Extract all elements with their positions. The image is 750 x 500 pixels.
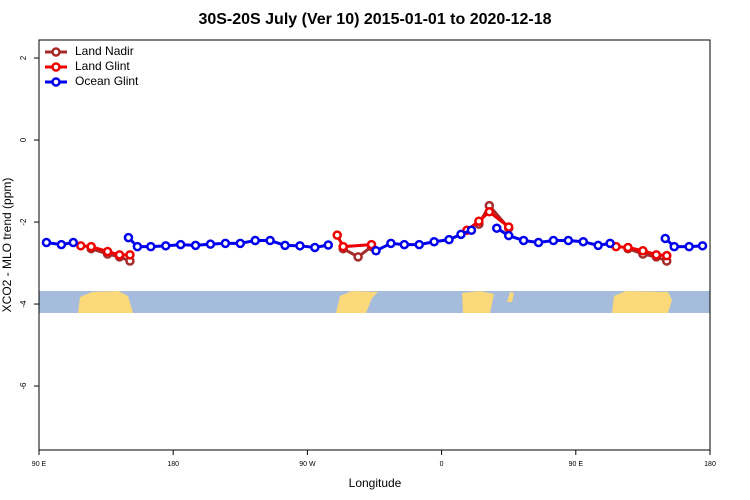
- legend-label: Ocean Glint: [75, 74, 139, 88]
- data-point: [56, 239, 67, 250]
- data-point: [593, 240, 603, 251]
- data-point: [548, 235, 559, 246]
- data-point: [623, 242, 633, 253]
- data-point: [533, 237, 544, 248]
- y-tick-label: -6: [19, 382, 28, 390]
- x-tick-label: 0: [440, 461, 444, 468]
- data-point: [125, 250, 135, 260]
- data-point: [86, 241, 96, 252]
- data-point: [578, 236, 589, 247]
- data-point: [518, 235, 529, 246]
- x-tick-label: 90 E: [32, 461, 47, 468]
- data-point: [250, 235, 260, 246]
- data-point: [651, 250, 662, 260]
- data-point: [697, 241, 708, 251]
- x-tick-label: 180: [704, 461, 716, 468]
- data-point: [295, 241, 305, 251]
- data-point: [190, 240, 201, 251]
- x-axis-label: Longitude: [349, 476, 402, 490]
- x-tick-label: 90 E: [569, 461, 584, 468]
- data-point: [310, 242, 320, 253]
- data-point: [399, 239, 410, 250]
- data-point: [444, 234, 454, 245]
- data-point: [132, 241, 143, 252]
- y-axis-label: XCO2 - MLO trend (ppm): [0, 178, 14, 313]
- x-tick-label: 90 W: [299, 461, 316, 468]
- legend-label: Land Glint: [75, 59, 130, 73]
- y-tick-label: 2: [19, 55, 28, 60]
- data-point: [323, 240, 334, 250]
- land: [336, 291, 378, 313]
- data-point: [429, 236, 439, 247]
- data-point: [503, 230, 514, 241]
- data-point: [371, 245, 381, 256]
- ocean-band: [39, 291, 710, 313]
- land: [507, 292, 514, 302]
- land: [462, 291, 494, 313]
- data-point: [114, 250, 125, 260]
- data-point: [338, 241, 348, 252]
- data-point: [265, 235, 275, 246]
- data-point: [76, 241, 86, 251]
- data-point: [280, 240, 290, 251]
- map-strip: [39, 291, 710, 313]
- data-point: [146, 241, 156, 252]
- y-tick-label: -2: [19, 218, 28, 226]
- data-point: [68, 237, 79, 248]
- land: [78, 291, 133, 313]
- data-point: [414, 239, 424, 250]
- data-point: [474, 216, 484, 226]
- data-point: [366, 239, 377, 250]
- data-point: [205, 239, 216, 249]
- y-tick-label: -4: [19, 300, 28, 308]
- data-point: [684, 241, 694, 252]
- chart-title: 30S-20S July (Ver 10) 2015-01-01 to 2020…: [198, 11, 551, 28]
- data-point: [503, 222, 514, 232]
- data-point: [102, 246, 113, 257]
- data-point: [220, 238, 231, 249]
- data-point: [484, 207, 495, 217]
- data-point: [41, 237, 52, 248]
- y-tick-label: 0: [19, 137, 28, 142]
- data-point: [669, 241, 679, 252]
- data-point: [332, 230, 342, 240]
- land: [612, 291, 672, 313]
- data-point: [492, 223, 502, 233]
- data-point: [605, 238, 615, 249]
- plot-frame: [38, 39, 711, 451]
- data-point: [456, 229, 466, 240]
- data-point: [660, 233, 671, 244]
- legend-label: Land Nadir: [75, 44, 134, 58]
- data-point: [353, 252, 363, 262]
- data-point: [175, 239, 186, 250]
- legend-marker: [51, 47, 61, 57]
- data-point: [662, 250, 672, 261]
- data-point: [638, 245, 648, 256]
- x-tick-label: 180: [167, 461, 179, 468]
- data-point: [235, 238, 246, 249]
- data-point: [123, 232, 134, 243]
- legend-marker: [51, 77, 61, 87]
- data-point: [386, 238, 396, 249]
- data-point: [466, 225, 477, 235]
- data-point: [160, 241, 171, 251]
- legend-marker: [51, 62, 61, 72]
- data-point: [563, 235, 574, 246]
